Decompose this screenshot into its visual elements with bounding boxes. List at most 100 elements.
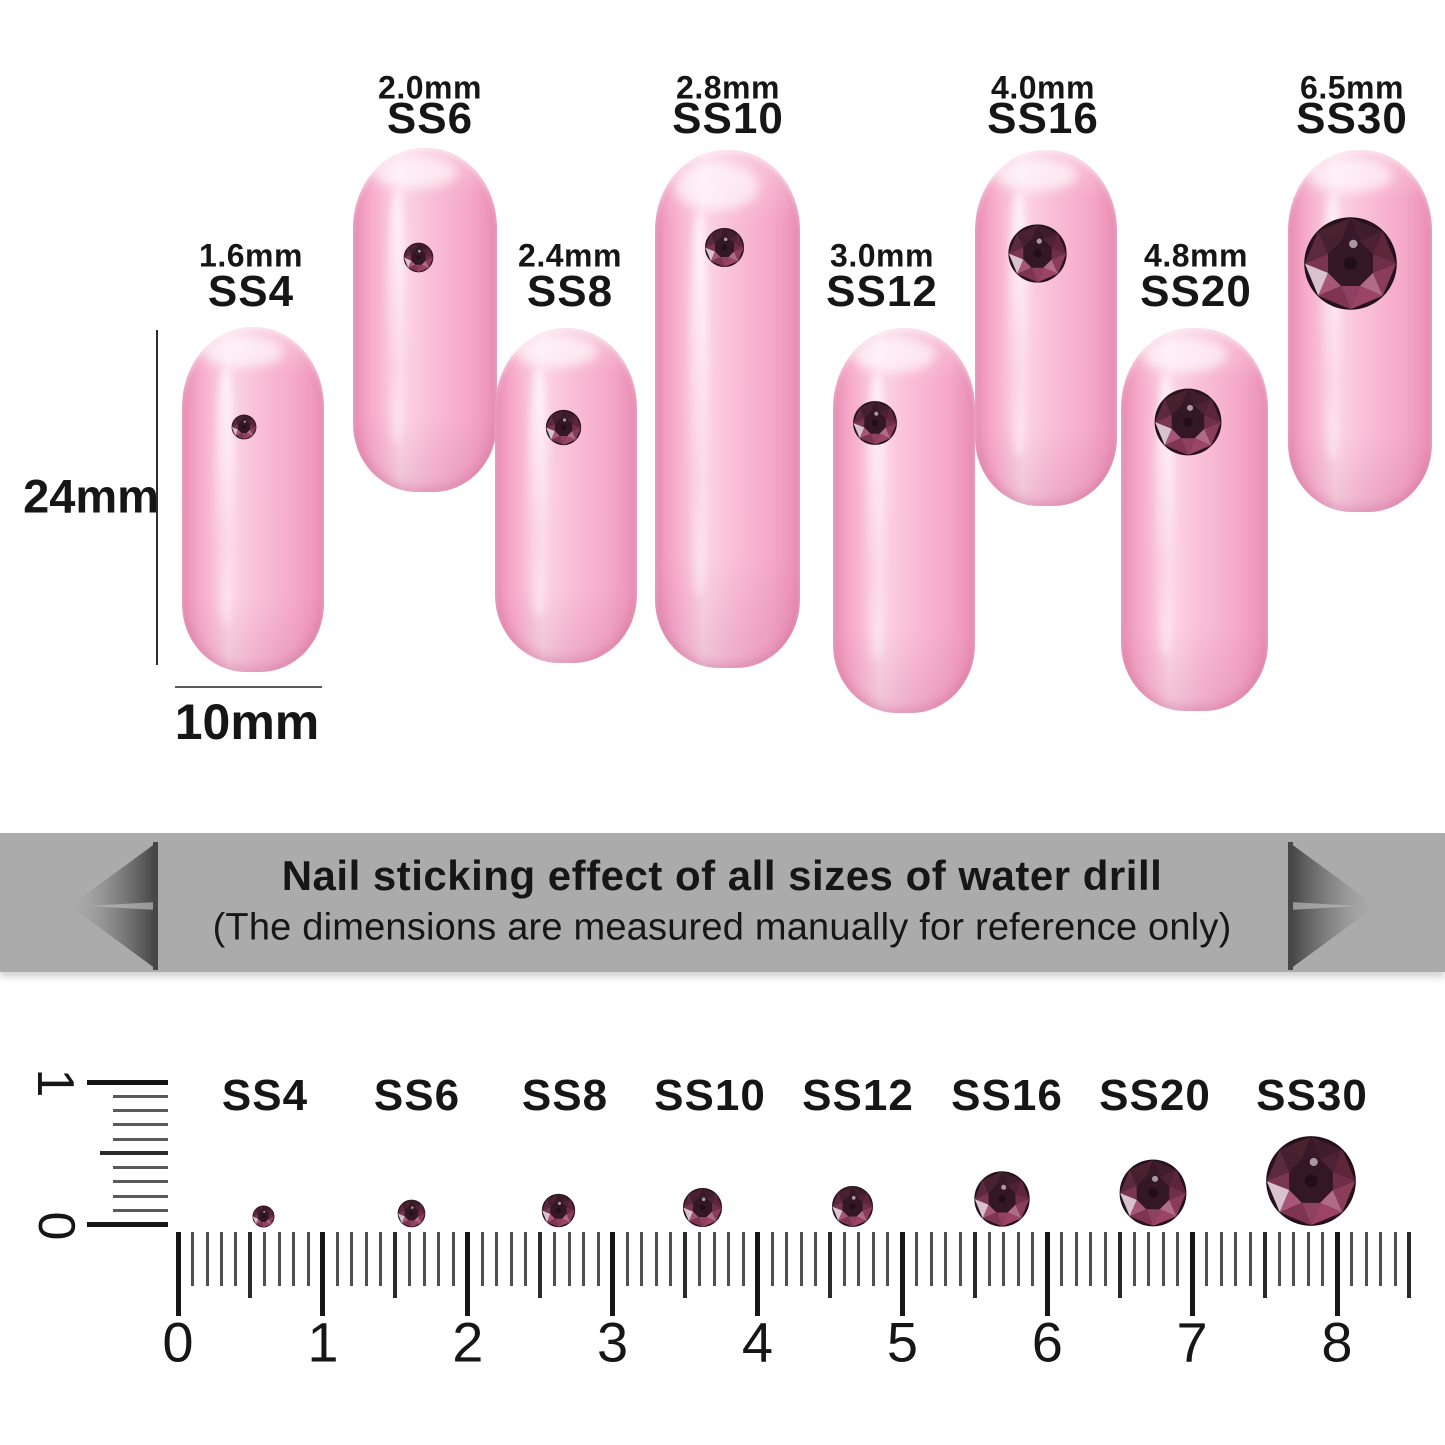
horizontal-ruler-tick — [596, 1232, 600, 1286]
size-label-mm-ss16: 4.0mm — [991, 69, 1095, 106]
horizontal-ruler-number: 8 — [1321, 1310, 1353, 1374]
size-label-code-ss20: SS20 — [1140, 267, 1252, 316]
horizontal-ruler-tick — [1074, 1232, 1078, 1286]
ruler-size-label-ss6: SS6 — [373, 1071, 461, 1120]
horizontal-ruler-tick — [1334, 1232, 1340, 1316]
vertical-ruler-tick — [87, 1221, 168, 1227]
horizontal-ruler-tick — [785, 1232, 788, 1286]
ruler-size-label-ss20: SS20 — [1099, 1071, 1211, 1120]
horizontal-ruler-tick — [306, 1232, 310, 1286]
ruler-rhinestone-gem-icon-ss20 — [1118, 1158, 1188, 1228]
right-ribbon-arrow-icon — [1288, 842, 1376, 970]
horizontal-ruler-tick — [1248, 1232, 1252, 1286]
horizontal-ruler-number: 0 — [162, 1310, 194, 1374]
ruler-rhinestone-gem-icon-ss8 — [541, 1193, 576, 1228]
horizontal-ruler-tick — [1262, 1232, 1267, 1298]
horizontal-ruler-tick — [1147, 1232, 1151, 1286]
nail-ss4 — [182, 327, 324, 672]
nail-ss8 — [495, 328, 637, 663]
horizontal-ruler-tick — [465, 1232, 471, 1316]
horizontal-ruler-tick — [234, 1232, 238, 1286]
vertical-ruler-tick — [113, 1122, 168, 1126]
title-banner: Nail sticking effect of all sizes of wat… — [0, 833, 1445, 972]
left-ribbon-arrow-icon — [70, 842, 158, 970]
nail-ss30 — [1288, 150, 1432, 512]
horizontal-ruler-tick — [191, 1232, 194, 1286]
horizontal-ruler-tick — [320, 1232, 326, 1316]
horizontal-ruler-tick — [350, 1232, 354, 1286]
size-label-mm-ss4: 1.6mm — [199, 237, 303, 274]
nail-ss12 — [833, 328, 975, 713]
horizontal-ruler-tick — [393, 1232, 398, 1298]
horizontal-ruler-tick — [437, 1232, 441, 1286]
height-dimension-line — [156, 330, 158, 665]
horizontal-ruler-tick — [1031, 1232, 1035, 1286]
horizontal-ruler-tick — [263, 1232, 267, 1286]
horizontal-ruler-tick — [799, 1232, 803, 1286]
horizontal-ruler-tick — [582, 1232, 586, 1286]
nail-ss6 — [353, 148, 497, 492]
horizontal-ruler-tick — [1407, 1232, 1412, 1298]
horizontal-ruler-tick — [1117, 1232, 1122, 1298]
horizontal-ruler-tick — [292, 1232, 296, 1286]
horizontal-ruler-tick — [567, 1232, 571, 1286]
horizontal-ruler-tick — [495, 1232, 499, 1286]
ruler-size-label-ss30: SS30 — [1256, 1071, 1368, 1120]
size-label-code-ss10: SS10 — [672, 94, 784, 143]
horizontal-ruler-tick — [915, 1232, 919, 1286]
ruler-size-label-ss4: SS4 — [221, 1071, 309, 1120]
size-label-code-ss12: SS12 — [826, 267, 938, 316]
vertical-ruler-tick — [113, 1179, 168, 1183]
horizontal-ruler-tick — [1132, 1232, 1136, 1286]
horizontal-ruler-tick — [422, 1232, 426, 1286]
size-label-code-ss16: SS16 — [987, 94, 1099, 143]
vertical-ruler-tick — [113, 1165, 168, 1169]
vertical-ruler-tick — [113, 1208, 168, 1212]
ruler-size-label-ss8: SS8 — [521, 1071, 609, 1120]
horizontal-ruler-tick — [1002, 1232, 1006, 1286]
horizontal-ruler-tick — [1277, 1232, 1281, 1286]
rhinestone-gem-icon-ss6 — [403, 242, 434, 273]
horizontal-ruler-tick — [654, 1232, 658, 1286]
horizontal-ruler-tick — [1176, 1232, 1180, 1286]
horizontal-ruler-tick — [1189, 1232, 1195, 1316]
ruler-rhinestone-gem-icon-ss10 — [682, 1187, 723, 1228]
horizontal-ruler-tick — [1306, 1232, 1310, 1286]
horizontal-ruler-tick — [277, 1232, 281, 1286]
horizontal-ruler-number: 6 — [1031, 1310, 1063, 1374]
horizontal-ruler-tick — [1379, 1232, 1382, 1286]
horizontal-ruler-tick — [1219, 1232, 1223, 1286]
horizontal-ruler-tick — [1321, 1232, 1324, 1286]
horizontal-ruler-tick — [640, 1232, 644, 1286]
rhinestone-gem-icon-ss4 — [231, 414, 257, 440]
horizontal-ruler-tick — [1016, 1232, 1020, 1286]
horizontal-ruler-tick — [958, 1232, 962, 1286]
banner-title: Nail sticking effect of all sizes of wat… — [281, 852, 1163, 899]
horizontal-ruler-number: 1 — [307, 1310, 339, 1374]
ruler-rhinestone-gem-icon-ss30 — [1264, 1134, 1358, 1228]
vertical-ruler-tick — [113, 1094, 168, 1098]
horizontal-ruler-tick — [669, 1232, 673, 1286]
rhinestone-gem-icon-ss16 — [1007, 223, 1068, 284]
nail-ss16 — [975, 150, 1117, 506]
size-label-mm-ss8: 2.4mm — [518, 237, 622, 274]
horizontal-ruler-tick — [1393, 1232, 1397, 1286]
horizontal-ruler-tick — [842, 1232, 846, 1286]
rhinestone-gem-icon-ss10 — [704, 227, 745, 268]
horizontal-ruler-tick — [1103, 1232, 1107, 1286]
horizontal-ruler-tick — [899, 1232, 905, 1316]
size-label-code-ss8: SS8 — [526, 267, 614, 316]
size-label-code-ss6: SS6 — [386, 94, 474, 143]
horizontal-ruler-tick — [741, 1232, 745, 1286]
horizontal-ruler-tick — [1161, 1232, 1165, 1286]
vertical-ruler-number: 0 — [27, 1211, 85, 1241]
horizontal-ruler-tick — [814, 1232, 817, 1286]
size-label-code-ss4: SS4 — [207, 267, 295, 316]
horizontal-ruler-tick — [987, 1232, 991, 1286]
horizontal-ruler-tick — [364, 1232, 368, 1286]
horizontal-ruler-tick — [509, 1232, 513, 1286]
horizontal-ruler-tick — [1044, 1232, 1050, 1316]
horizontal-ruler-tick — [553, 1232, 557, 1286]
horizontal-ruler-tick — [712, 1232, 716, 1286]
